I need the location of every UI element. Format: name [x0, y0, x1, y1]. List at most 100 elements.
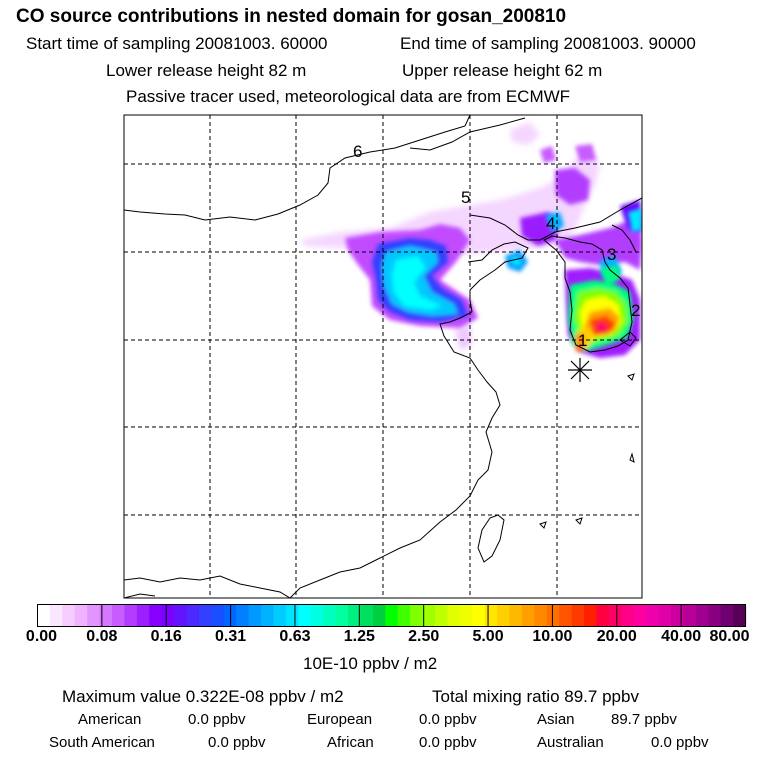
- colorbar-cell: [99, 604, 113, 627]
- map-frame: [123, 114, 643, 599]
- lower-release-label: Lower release height 82 m: [106, 61, 307, 80]
- colorbar-tick-label: 0.16: [150, 628, 182, 645]
- receptor-labels: 1 2 3 4 5 6: [353, 142, 640, 350]
- colorbar-cell: [584, 604, 598, 627]
- receptor-label-4: 4: [546, 214, 555, 233]
- region-south-american: South American: [49, 734, 155, 751]
- colorbar-cell: [596, 604, 610, 627]
- colorbar-cells: [37, 604, 747, 627]
- region-american-value: 0.0 ppbv: [188, 711, 246, 728]
- colorbar-cell: [136, 604, 150, 627]
- chart-title: CO source contributions in nested domain…: [16, 6, 567, 27]
- colorbar-cell: [422, 604, 436, 627]
- colorbar-cell: [397, 604, 411, 627]
- colorbar-cell: [708, 604, 722, 627]
- region-asian: Asian: [537, 711, 575, 728]
- colorbar-tick-label: 0.63: [279, 628, 311, 645]
- colorbar-dividers: [101, 604, 682, 627]
- colorbar-cell: [174, 604, 188, 627]
- colorbar-cell: [360, 604, 374, 627]
- colorbar-cell: [285, 604, 299, 627]
- colorbar-cell: [646, 604, 660, 627]
- colorbar-cell: [273, 604, 287, 627]
- grid-lines: [124, 115, 642, 598]
- colorbar-cell: [497, 604, 511, 627]
- concentration-field: [300, 122, 642, 358]
- start-time-label: Start time of sampling 20081003. 60000: [26, 34, 328, 53]
- receptor-label-2: 2: [631, 301, 640, 320]
- colorbar-tick-label: 20.00: [596, 628, 637, 645]
- receptor-star-icon: [568, 358, 592, 382]
- colorbar-cell: [633, 604, 647, 627]
- region-american: American: [78, 711, 142, 728]
- colorbar-unit-label: 10E-10 ppbv / m2: [303, 654, 438, 673]
- colorbar-cell: [261, 604, 275, 627]
- colorbar-cell: [211, 604, 225, 627]
- colorbar-cell: [521, 604, 535, 627]
- colorbar-cell: [248, 604, 262, 627]
- colorbar-tick-label: 40.00: [661, 628, 702, 645]
- colorbar-cell: [37, 604, 51, 627]
- max-value-label: Maximum value 0.322E-08 ppbv / m2: [62, 687, 344, 706]
- colorbar-cell: [484, 604, 498, 627]
- colorbar-cell: [323, 604, 337, 627]
- colorbar-cell: [658, 604, 672, 627]
- colorbar-cell: [683, 604, 697, 627]
- colorbar-cell: [447, 604, 461, 627]
- receptor-label-1: 1: [578, 331, 587, 350]
- receptor-label-3: 3: [607, 245, 616, 264]
- colorbar-cell: [434, 604, 448, 627]
- region-european-value: 0.0 ppbv: [419, 711, 477, 728]
- region-australian-value: 0.0 ppbv: [651, 734, 709, 751]
- colorbar-cell: [720, 604, 734, 627]
- colorbar-cell: [161, 604, 175, 627]
- colorbar: [37, 604, 747, 627]
- colorbar-cell: [733, 604, 747, 627]
- colorbar-tick-label: 0.08: [86, 628, 118, 645]
- colorbar-tick-label: 5.00: [472, 628, 504, 645]
- colorbar-cell: [186, 604, 200, 627]
- colorbar-cell: [236, 604, 250, 627]
- colorbar-cell: [112, 604, 126, 627]
- map-plot: 1 2 3 4 5 6: [123, 114, 643, 599]
- colorbar-cell: [670, 604, 684, 627]
- tracer-note: Passive tracer used, meteorological data…: [126, 87, 571, 106]
- colorbar-cell: [546, 604, 560, 627]
- region-european: European: [307, 711, 373, 728]
- colorbar-cell: [87, 604, 101, 627]
- plume-hotspot: [568, 266, 634, 352]
- colorbar-cell: [74, 604, 88, 627]
- colorbar-border: [37, 604, 746, 627]
- colorbar-tick-label: 80.00: [709, 628, 750, 645]
- colorbar-tick-label: 1.25: [343, 628, 375, 645]
- colorbar-cell: [335, 604, 349, 627]
- colorbar-cell: [198, 604, 212, 627]
- colorbar-tick-label: 0.31: [215, 628, 247, 645]
- colorbar-cell: [124, 604, 138, 627]
- receptor-label-6: 6: [353, 142, 362, 161]
- colorbar-tick-label: 2.50: [408, 628, 440, 645]
- colorbar-tick-label: 10.00: [532, 628, 573, 645]
- colorbar-cell: [459, 604, 473, 627]
- colorbar-cell: [348, 604, 362, 627]
- region-african-value: 0.0 ppbv: [419, 734, 477, 751]
- receptor-label-5: 5: [461, 188, 470, 207]
- region-african: African: [327, 734, 374, 751]
- total-mixing-label: Total mixing ratio 89.7 ppbv: [432, 687, 639, 706]
- colorbar-cell: [472, 604, 486, 627]
- colorbar-cell: [571, 604, 585, 627]
- colorbar-cell: [695, 604, 709, 627]
- region-asian-value: 89.7 ppbv: [611, 711, 677, 728]
- colorbar-cell: [62, 604, 76, 627]
- colorbar-cell: [149, 604, 163, 627]
- colorbar-cell: [372, 604, 386, 627]
- colorbar-cell: [310, 604, 324, 627]
- region-south-american-value: 0.0 ppbv: [208, 734, 266, 751]
- upper-release-label: Upper release height 62 m: [402, 61, 603, 80]
- colorbar-cell: [385, 604, 399, 627]
- coastlines: [124, 115, 642, 598]
- colorbar-cell: [621, 604, 635, 627]
- end-time-label: End time of sampling 20081003. 90000: [400, 34, 696, 53]
- colorbar-cell: [608, 604, 622, 627]
- colorbar-cell: [298, 604, 312, 627]
